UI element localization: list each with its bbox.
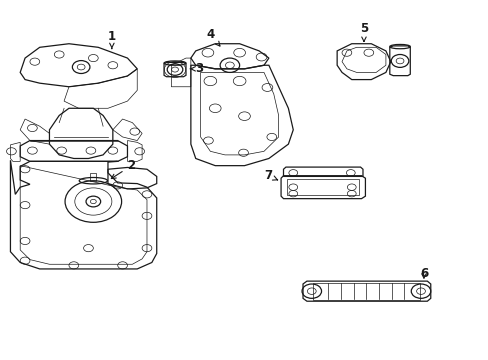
Text: 4: 4 — [206, 28, 220, 46]
Text: 2: 2 — [111, 159, 135, 179]
Text: 1: 1 — [107, 30, 116, 49]
Text: 6: 6 — [419, 267, 427, 280]
Text: 7: 7 — [264, 169, 277, 182]
Text: 5: 5 — [359, 22, 367, 41]
Text: 3: 3 — [190, 62, 203, 75]
